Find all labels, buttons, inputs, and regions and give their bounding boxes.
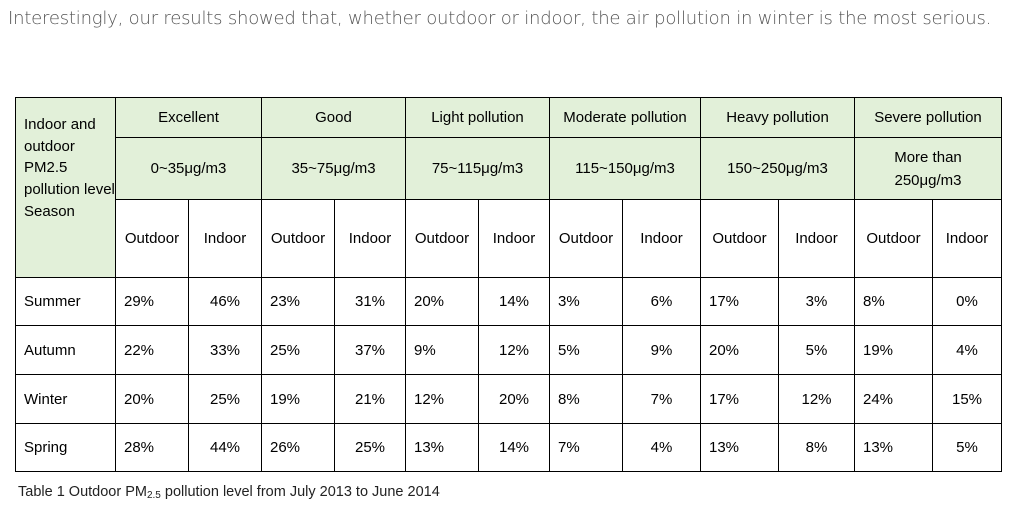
table-cell: 29% (115, 277, 189, 326)
table-cell: 14% (478, 277, 550, 326)
table-cell: 4% (932, 325, 1002, 375)
table-cell: 25% (261, 325, 335, 375)
table-cell: 0% (932, 277, 1002, 326)
season-name: Summer (15, 277, 116, 326)
table-cell: 8% (854, 277, 933, 326)
level-name-good: Good (261, 97, 406, 138)
table-cell: 31% (334, 277, 406, 326)
level-name-excellent: Excellent (115, 97, 262, 138)
table-cell: 3% (549, 277, 623, 326)
subheader-severe-indoor: Indoor (932, 199, 1002, 278)
table-cell: 22% (115, 325, 189, 375)
table-cell: 20% (478, 374, 550, 424)
caption-subscript: 2.5 (146, 490, 161, 501)
subheader-heavy-outdoor: Outdoor (700, 199, 779, 278)
subheader-excellent-outdoor: Outdoor (115, 199, 189, 278)
table-row: Summer 29% 46% 23% 31% 20% 14% 3% 6% 17% 3% 8% 0% (15, 277, 1002, 326)
subheader-moderate-outdoor: Outdoor (549, 199, 623, 278)
level-range-excellent: 0~35μg/m3 (115, 137, 262, 200)
season-name: Autumn (15, 325, 116, 375)
table-cell: 5% (932, 423, 1002, 472)
table-cell: 37% (334, 325, 406, 375)
level-range-moderate: 115~150μg/m3 (549, 137, 701, 200)
corner-label: Indoor and outdoor PM2.5 pollution level (24, 116, 115, 198)
season-name: Spring (15, 423, 116, 472)
table-cell: 3% (778, 277, 855, 326)
level-name-heavy: Heavy pollution (700, 97, 855, 138)
table-cell: 33% (188, 325, 262, 375)
table-caption: Table 1 Outdoor PM2.5 pollution level fr… (18, 484, 440, 501)
table-row: Autumn 22% 33% 25% 37% 9% 12% 5% 9% 20% 5% 19% 4% (15, 325, 1002, 375)
table-cell: 20% (115, 374, 189, 424)
level-name-severe: Severe pollution (854, 97, 1002, 138)
intro-paragraph: Interestingly, our results showed that, … (8, 8, 992, 29)
table-cell: 6% (622, 277, 701, 326)
table-cell: 5% (549, 325, 623, 375)
subheader-severe-outdoor: Outdoor (854, 199, 933, 278)
table-cell: 25% (188, 374, 262, 424)
table-cell: 7% (622, 374, 701, 424)
table-cell: 46% (188, 277, 262, 326)
table-cell: 44% (188, 423, 262, 472)
caption-prefix: Table 1 Outdoor PM (18, 484, 147, 500)
caption-suffix: pollution level from July 2013 to June 2… (160, 484, 440, 500)
subheader-moderate-indoor: Indoor (622, 199, 701, 278)
table-cell: 5% (778, 325, 855, 375)
subheader-heavy-indoor: Indoor (778, 199, 855, 278)
table-cell: 9% (622, 325, 701, 375)
table-cell: 14% (478, 423, 550, 472)
subheader-light-indoor: Indoor (478, 199, 550, 278)
table-cell: 13% (854, 423, 933, 472)
level-range-severe: More than 250μg/m3 (854, 137, 1002, 200)
season-label: Season (24, 203, 75, 220)
table-cell: 20% (405, 277, 479, 326)
subheader-excellent-indoor: Indoor (188, 199, 262, 278)
level-range-severe-text: More than 250μg/m3 (894, 148, 962, 189)
table-cell: 26% (261, 423, 335, 472)
season-name: Winter (15, 374, 116, 424)
table-cell: 13% (405, 423, 479, 472)
table-cell: 20% (700, 325, 779, 375)
table-cell: 12% (478, 325, 550, 375)
table-cell: 8% (549, 374, 623, 424)
table-cell: 13% (700, 423, 779, 472)
table-cell: 24% (854, 374, 933, 424)
table-cell: 28% (115, 423, 189, 472)
level-range-light: 75~115μg/m3 (405, 137, 550, 200)
table-cell: 19% (261, 374, 335, 424)
table-cell: 12% (778, 374, 855, 424)
table-cell: 8% (778, 423, 855, 472)
table-cell: 21% (334, 374, 406, 424)
table-row: Spring 28% 44% 26% 25% 13% 14% 7% 4% 13% 8% 13% 5% (15, 423, 1002, 472)
subheader-good-outdoor: Outdoor (261, 199, 335, 278)
corner-header-cell: Indoor and outdoor PM2.5 pollution level… (15, 97, 116, 278)
level-name-row: Indoor and outdoor PM2.5 pollution level… (15, 97, 1002, 278)
level-name-light: Light pollution (405, 97, 550, 138)
table-cell: 25% (334, 423, 406, 472)
table-cell: 15% (932, 374, 1002, 424)
table-cell: 19% (854, 325, 933, 375)
level-range-heavy: 150~250μg/m3 (700, 137, 855, 200)
table-cell: 17% (700, 277, 779, 326)
table-cell: 12% (405, 374, 479, 424)
table-cell: 23% (261, 277, 335, 326)
outdoor-indoor-row: Outdoor Indoor Outdoor Indoor Outdoor Indoor O… (16, 199, 1002, 278)
level-name-moderate: Moderate pollution (549, 97, 701, 138)
subheader-good-indoor: Indoor (334, 199, 406, 278)
table-row: Winter 20% 25% 19% 21% 12% 20% 8% 7% 17% 12% 24% 15% (15, 374, 1002, 424)
table-cell: 7% (549, 423, 623, 472)
pollution-table: Indoor and outdoor PM2.5 pollution level… (15, 97, 1002, 472)
table-cell: 17% (700, 374, 779, 424)
subheader-light-outdoor: Outdoor (405, 199, 479, 278)
level-range-row: 0~35μg/m3 35~75μg/m3 75~115μg/m3 115~150… (16, 137, 1002, 200)
table-cell: 9% (405, 325, 479, 375)
level-range-good: 35~75μg/m3 (261, 137, 406, 200)
table-cell: 4% (622, 423, 701, 472)
